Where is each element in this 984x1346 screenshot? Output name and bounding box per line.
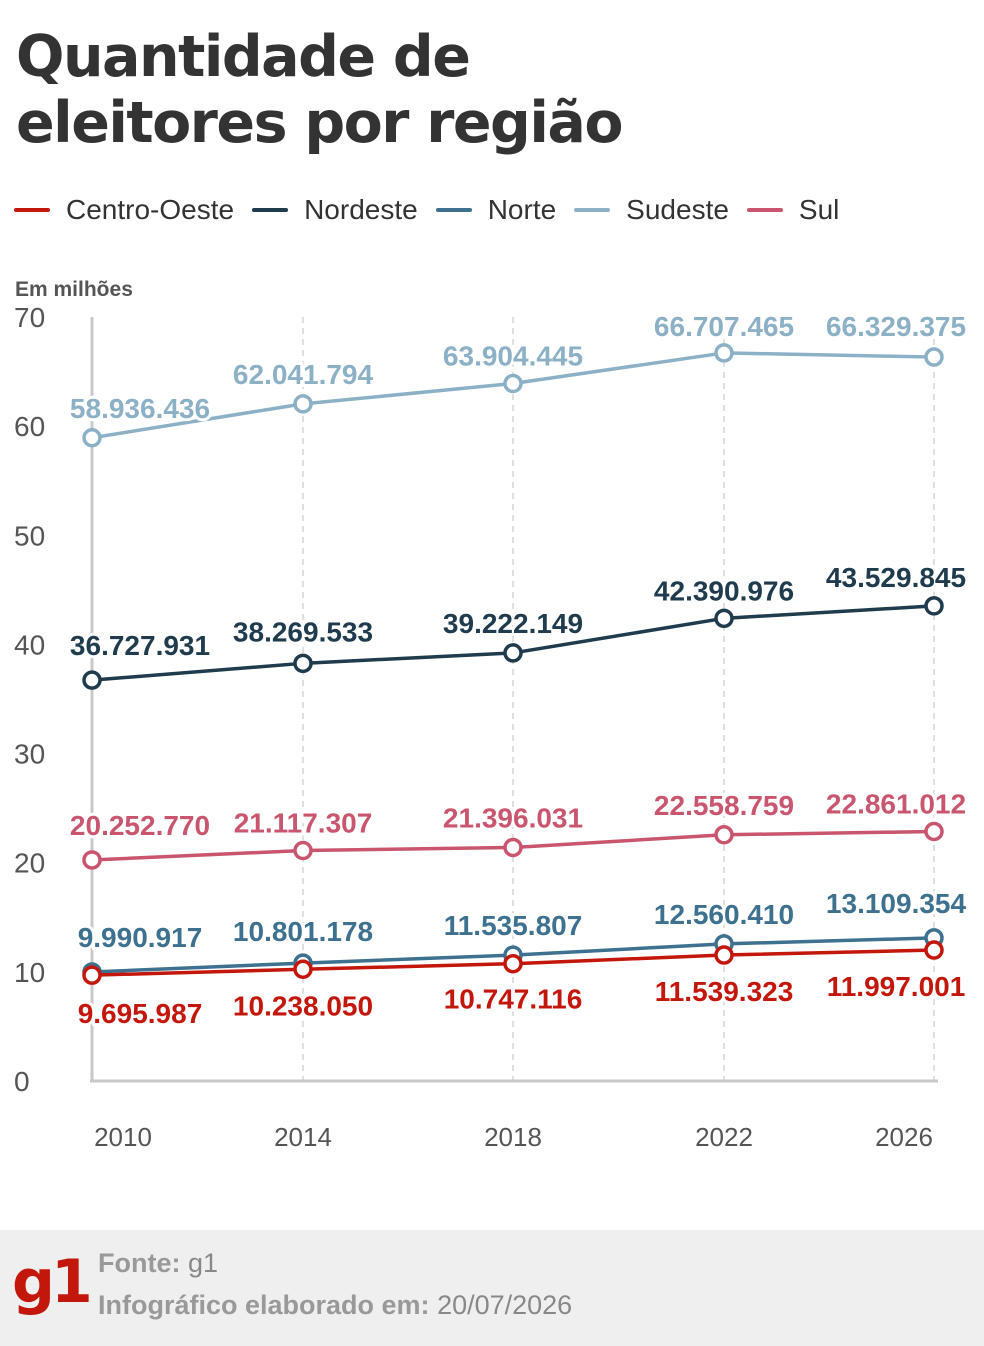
y-tick-label: 60: [14, 411, 45, 442]
data-point: [293, 959, 313, 980]
source-line: Fonte: g1: [98, 1248, 218, 1279]
data-point: [924, 347, 944, 367]
legend-label: Sul: [798, 194, 840, 225]
legend-item-sul: Sul: [746, 194, 840, 226]
legend-item-centro-oeste: Centro-Oeste: [14, 194, 234, 226]
legend-label: Norte: [487, 194, 557, 225]
source-value: g1: [188, 1248, 219, 1278]
data-point: [714, 825, 734, 845]
legend-swatch: [14, 208, 50, 212]
x-tick-label: 2026: [875, 1122, 933, 1152]
data-label: 63.904.445: [443, 341, 583, 372]
data-point: [924, 940, 944, 960]
x-tick-label: 2018: [484, 1122, 542, 1152]
data-label: 10.801.178: [233, 916, 373, 947]
data-point: [82, 428, 102, 448]
legend-swatch: [435, 208, 472, 212]
data-label: 9.990.917: [78, 922, 203, 953]
source-label: Fonte:: [98, 1248, 181, 1278]
legend: Centro-Oeste Nordeste Norte Sudeste Sul: [14, 190, 857, 230]
legend-label: Sudeste: [626, 194, 729, 225]
data-point: [924, 821, 944, 842]
data-point: [503, 643, 523, 663]
data-point: [293, 394, 313, 414]
x-tick-label: 2014: [274, 1122, 332, 1152]
legend-label: Nordeste: [304, 194, 418, 225]
data-label: 11.535.807: [444, 910, 583, 941]
legend-swatch: [746, 208, 783, 212]
x-tick-label: 2022: [695, 1122, 753, 1152]
data-label: 42.390.976: [654, 575, 794, 606]
data-label: 38.269.533: [233, 616, 373, 647]
y-tick-label: 0: [14, 1066, 30, 1097]
data-label: 11.539.323: [655, 976, 794, 1007]
data-label: 39.222.149: [443, 608, 583, 639]
date-label: Infográfico elaborado em:: [98, 1290, 430, 1320]
data-label: 21.117.307: [234, 808, 373, 839]
data-point: [503, 953, 523, 974]
data-point: [503, 373, 523, 394]
y-axis-title: Em milhões: [15, 278, 133, 301]
y-tick-label: 20: [14, 848, 45, 879]
data-point: [293, 653, 313, 674]
y-tick-label: 30: [14, 739, 45, 770]
legend-item-sudeste: Sudeste: [574, 194, 729, 226]
data-label: 13.109.354: [826, 888, 967, 919]
data-point: [714, 945, 734, 965]
legend-label: Centro-Oeste: [66, 194, 235, 225]
data-point: [714, 608, 734, 629]
data-point: [293, 840, 313, 861]
date-value: 20/07/2026: [437, 1290, 573, 1320]
g1-logo: g1: [12, 1247, 93, 1317]
data-label: 36.727.931: [70, 630, 210, 661]
data-label: 58.936.436: [70, 393, 210, 424]
data-label: 11.997.001: [827, 971, 966, 1002]
data-label: 43.529.845: [826, 562, 966, 593]
data-point: [503, 837, 523, 858]
y-tick-label: 40: [14, 629, 45, 660]
y-tick-label: 10: [14, 957, 45, 988]
data-point: [82, 965, 102, 985]
title-line-1: Quantidade de: [16, 24, 471, 90]
footer: g1 Fonte: g1 Infográfico elaborado em: 2…: [0, 1230, 984, 1346]
data-point: [82, 850, 102, 870]
legend-item-nordeste: Nordeste: [252, 194, 418, 226]
data-point: [924, 596, 944, 616]
data-label: 10.747.116: [444, 984, 583, 1015]
data-label: 12.560.410: [654, 899, 794, 930]
data-label: 10.238.050: [233, 990, 373, 1021]
chart-title: Quantidade de eleitores por região: [16, 24, 956, 156]
data-label: 9.695.987: [78, 998, 203, 1029]
title-line-2: eleitores por região: [16, 90, 624, 156]
data-label: 66.329.375: [826, 311, 966, 342]
data-label: 20.252.770: [70, 810, 210, 841]
legend-swatch: [252, 208, 289, 212]
legend-item-norte: Norte: [435, 194, 557, 226]
line-chart: Em milhões 0 10 20 30 40 50 60 70 2010 2014 2018 202…: [14, 278, 969, 1152]
x-tick-label: 2010: [94, 1122, 152, 1152]
date-line: Infográfico elaborado em: 20/07/2026: [98, 1290, 572, 1321]
data-label: 22.558.759: [654, 790, 794, 821]
data-label: 66.707.465: [654, 311, 794, 342]
y-tick-label: 70: [14, 302, 45, 333]
legend-swatch: [574, 208, 611, 212]
data-label: 22.861.012: [826, 788, 966, 819]
y-tick-label: 50: [14, 520, 45, 551]
data-point: [714, 343, 734, 363]
data-point: [82, 670, 102, 690]
data-label: 62.041.794: [233, 359, 374, 390]
data-label: 21.396.031: [443, 802, 583, 833]
